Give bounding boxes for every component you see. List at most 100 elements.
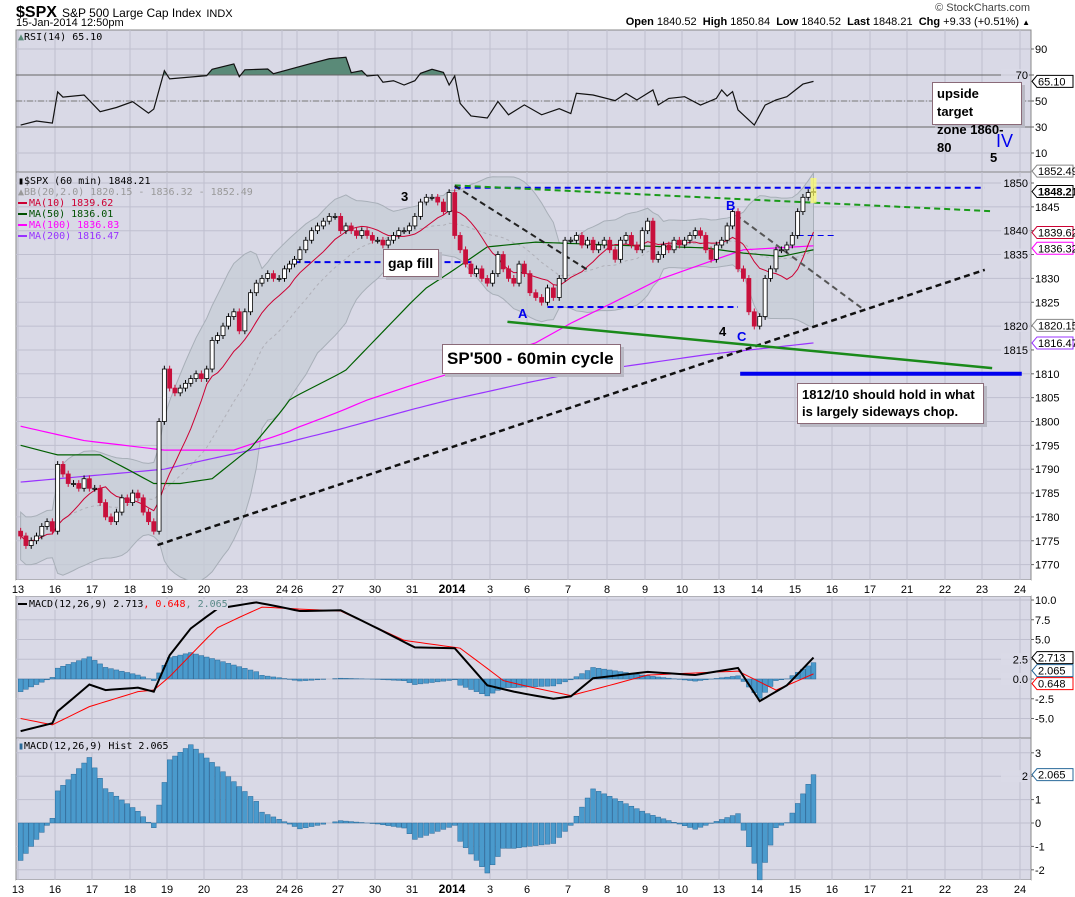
- macd-hist-bar: [505, 678, 512, 688]
- candle: [303, 236, 309, 254]
- hist-bar: [751, 822, 757, 864]
- candle-body: [757, 316, 763, 327]
- macd-hist-bar: [209, 658, 215, 680]
- hist-bar: [628, 805, 635, 824]
- candle-body: [146, 511, 151, 523]
- candle-body: [521, 263, 527, 275]
- candle-body: [248, 292, 253, 313]
- rsi-axis-label-bg: [1001, 69, 1029, 81]
- hist-tag-text: 2.065: [1038, 770, 1066, 782]
- candle: [265, 270, 271, 282]
- date-label: 22: [939, 584, 951, 596]
- macd-hist-bar: [544, 678, 551, 687]
- macd-hist-bar: [484, 678, 490, 697]
- candle: [326, 213, 332, 225]
- wave-label-c: C: [737, 329, 747, 344]
- hist-bar: [533, 822, 539, 846]
- candle: [86, 475, 92, 492]
- price-axis-label: 1840: [1004, 226, 1028, 238]
- hist-axis-label: -1: [1035, 841, 1045, 853]
- candle: [423, 193, 429, 206]
- candle: [309, 227, 315, 244]
- hist-bar: [390, 822, 397, 827]
- symbol: $SPX: [16, 4, 57, 21]
- date-label: 6: [524, 884, 530, 896]
- macd-axis-label: 0.0: [1013, 674, 1028, 686]
- candle: [28, 537, 34, 549]
- hist-bar: [573, 815, 580, 824]
- macd-hist-bar: [556, 678, 562, 685]
- macd-hist-bar: [242, 668, 248, 680]
- candle: [452, 189, 458, 239]
- hist-bar: [145, 821, 152, 824]
- macd-hist-bar: [60, 666, 66, 680]
- macd-hist-bar: [805, 665, 811, 680]
- candle: [380, 236, 386, 249]
- candle-body: [687, 235, 693, 241]
- hist-bar: [198, 753, 205, 824]
- candle: [287, 260, 292, 273]
- candle: [198, 370, 204, 382]
- candle-body: [124, 497, 130, 503]
- macd-hist-bar: [188, 652, 194, 680]
- date-label: 17: [864, 884, 876, 896]
- date-label: 9: [642, 884, 648, 896]
- hist-bar: [556, 822, 562, 838]
- candle: [401, 227, 407, 235]
- candle-body: [601, 239, 607, 246]
- candle: [220, 322, 226, 339]
- hist-bar: [495, 822, 501, 857]
- candle-body: [326, 215, 332, 222]
- hist-bar: [671, 822, 677, 824]
- candle: [49, 518, 55, 535]
- hist-bar: [584, 797, 591, 824]
- macd-hist-bar: [231, 664, 237, 680]
- date-label: 13: [12, 884, 24, 896]
- candle-body: [805, 192, 811, 198]
- low-value: 1840.52: [801, 16, 842, 28]
- price-axis-label-bg: [1001, 177, 1029, 189]
- candle: [516, 260, 522, 287]
- date-label: 16: [49, 884, 61, 896]
- hist-bar: [735, 813, 741, 824]
- candle-body: [167, 368, 173, 389]
- candle-body: [719, 239, 725, 246]
- macd-tag: 2.065: [1031, 664, 1074, 678]
- candle-body: [332, 215, 338, 218]
- macd-hist-bar: [655, 676, 661, 680]
- candle: [671, 236, 677, 254]
- ma100-line: [20, 245, 814, 451]
- rsi-tag: 65.10: [1031, 74, 1074, 88]
- macd-hist-bar: [17, 678, 24, 692]
- ma10-swatch: [18, 202, 27, 204]
- candle: [103, 499, 108, 521]
- wave-label-3: 3: [401, 189, 409, 204]
- candle: [236, 308, 242, 335]
- quote-line: Open 1840.52 High 1850.84 Low 1840.52 La…: [626, 16, 1030, 28]
- open-label: Open: [625, 16, 654, 28]
- hist-bar: [794, 803, 801, 824]
- candle: [215, 332, 220, 344]
- hist-bar: [231, 781, 237, 824]
- macd-hist-bar: [65, 664, 71, 680]
- macd-hist-bar: [253, 671, 259, 680]
- macd-hist-bar: [713, 678, 720, 680]
- macd-tag-box: [1031, 664, 1074, 678]
- candle-body: [119, 497, 125, 513]
- candle: [44, 518, 50, 530]
- candle-body: [789, 235, 795, 246]
- hist-bar: [353, 821, 360, 824]
- candle-body: [618, 239, 623, 260]
- price-tag-box: [1031, 336, 1074, 350]
- candle-body: [773, 249, 779, 270]
- candle: [746, 275, 752, 316]
- macd-tag: 2.713: [1031, 651, 1074, 665]
- hist-bar: [281, 821, 288, 824]
- hist-bar: [676, 822, 683, 825]
- candle-body: [703, 235, 709, 251]
- macd-legend: MACD(12,26,9) 2.713, 0.648, 2.065: [18, 599, 228, 610]
- date-label: 30: [369, 884, 381, 896]
- macd-hist-bar: [214, 659, 221, 680]
- candle: [320, 217, 326, 230]
